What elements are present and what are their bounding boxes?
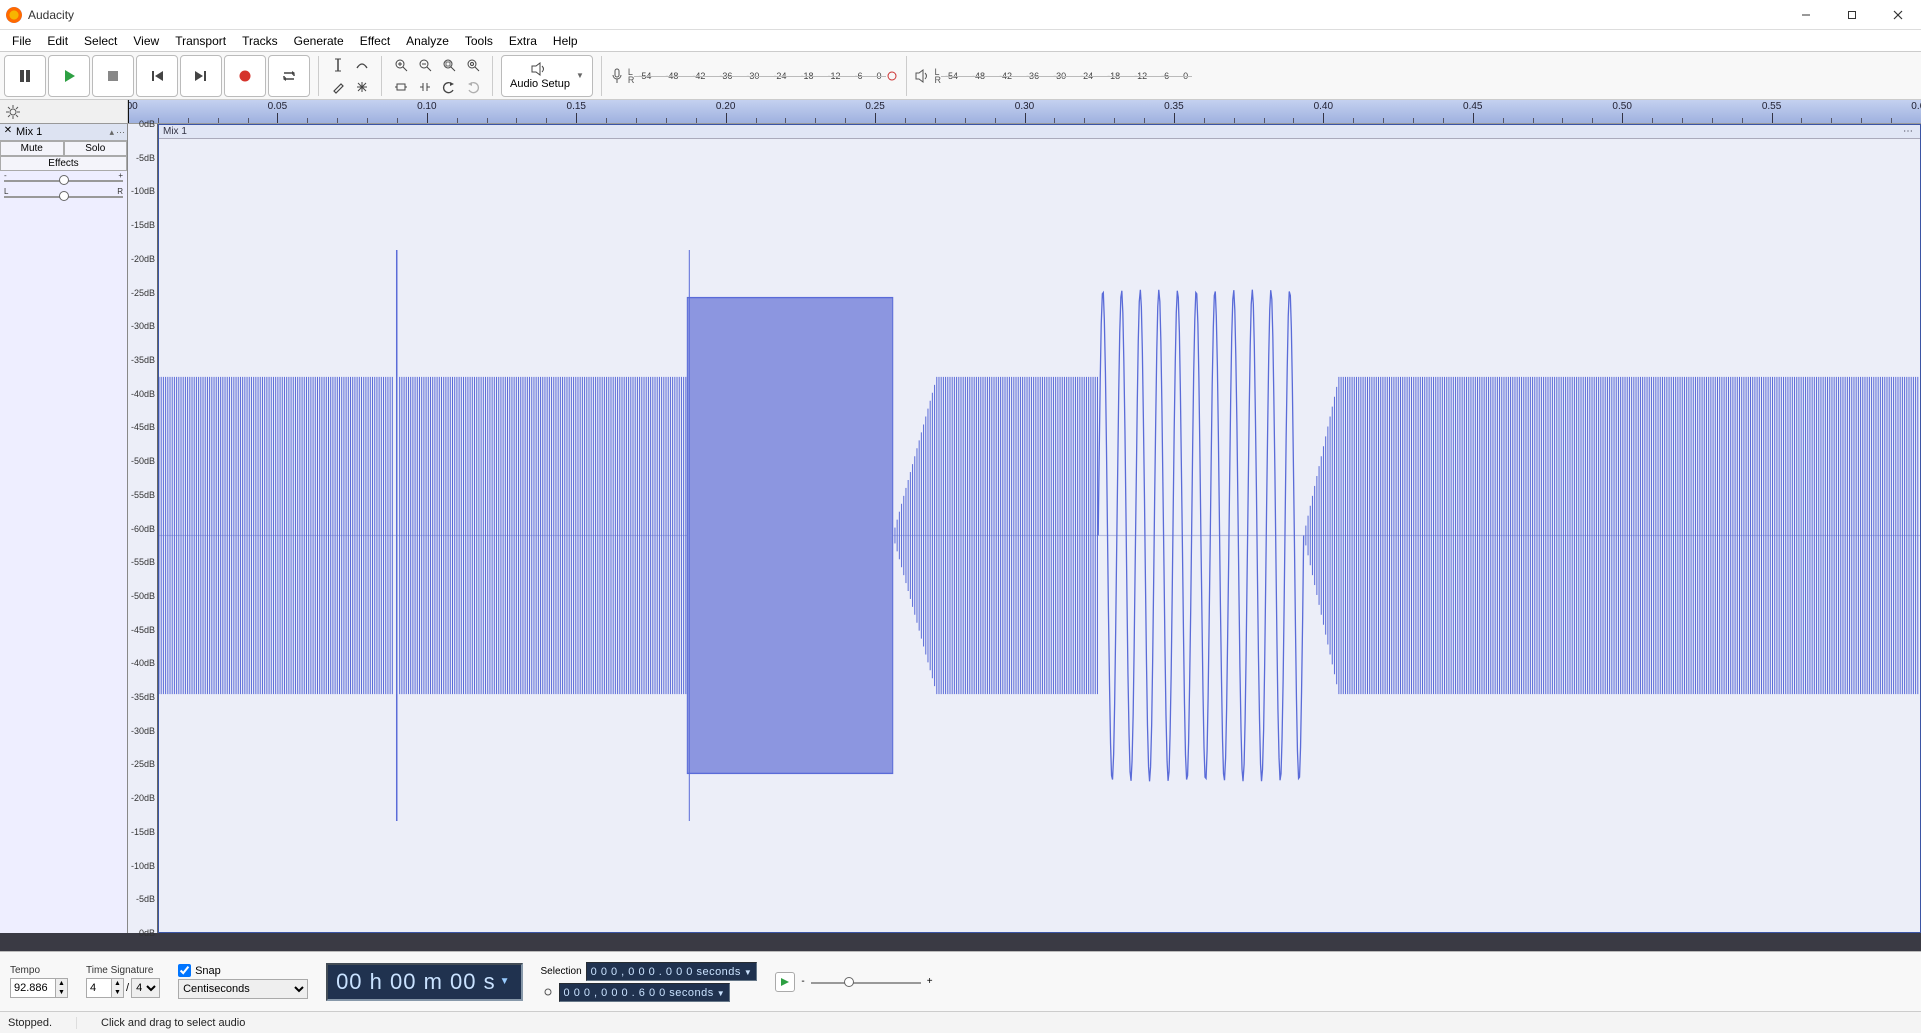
speaker-small-icon	[915, 69, 931, 83]
timesig-den[interactable]: 4	[131, 978, 160, 998]
waveform-frame: 0dB-5dB-10dB-15dB-20dB-25dB-30dB-35dB-40…	[128, 124, 1921, 933]
close-button[interactable]	[1875, 0, 1921, 30]
microphone-icon	[610, 67, 624, 85]
menu-select[interactable]: Select	[76, 32, 125, 50]
clip-menu-icon[interactable]: ⋯	[1903, 126, 1914, 137]
track-collapse-icon[interactable]: ▴	[109, 127, 114, 138]
timeline-settings[interactable]	[0, 100, 128, 123]
audio-setup-button[interactable]: Audio Setup ▼	[501, 55, 593, 97]
zoom-out-icon[interactable]	[414, 55, 436, 75]
gear-icon	[6, 105, 20, 119]
tempo-spinner[interactable]: ▲▼	[10, 978, 68, 998]
multi-tool-icon[interactable]	[351, 77, 373, 97]
menu-effect[interactable]: Effect	[352, 32, 398, 50]
menu-tools[interactable]: Tools	[457, 32, 501, 50]
record-button[interactable]	[224, 55, 266, 97]
toolbar: Audio Setup ▼ LR -54-48-42-36-30-24-18-1…	[0, 52, 1921, 100]
undo-icon[interactable]	[438, 77, 460, 97]
speaker-icon	[531, 62, 549, 76]
zoom-grid	[390, 55, 484, 97]
menu-analyze[interactable]: Analyze	[398, 32, 457, 50]
menu-extra[interactable]: Extra	[501, 32, 545, 50]
tempo-label: Tempo	[10, 965, 68, 976]
skip-start-button[interactable]	[136, 55, 178, 97]
mute-button[interactable]: Mute	[0, 141, 64, 156]
playback-speed-slider[interactable]	[811, 975, 921, 989]
track-control-panel: ✕ Mix 1 ▴ ⋯ Mute Solo Effects -+ LR	[0, 124, 128, 933]
snap-checkbox[interactable]	[178, 964, 191, 977]
timesig-num[interactable]: ▲▼	[86, 978, 124, 998]
play-button[interactable]	[48, 55, 90, 97]
redo-icon[interactable]	[462, 77, 484, 97]
fit-selection-icon[interactable]	[438, 55, 460, 75]
stop-button[interactable]	[92, 55, 134, 97]
fit-project-icon[interactable]	[462, 55, 484, 75]
tools-grid	[327, 55, 373, 97]
playback-meter[interactable]: LR -54-48-42-36-30-24-18-12-60	[915, 68, 1189, 84]
status-left: Stopped.	[8, 1017, 77, 1029]
menu-help[interactable]: Help	[545, 32, 586, 50]
skip-end-button[interactable]	[180, 55, 222, 97]
selection-label: Selection	[541, 966, 582, 977]
record-meter[interactable]: LR -54-48-42-36-30-24-18-12-60	[610, 67, 898, 85]
track-close-button[interactable]: ✕	[2, 126, 14, 138]
effects-button[interactable]: Effects	[0, 156, 127, 171]
draw-tool-icon[interactable]	[327, 77, 349, 97]
menu-transport[interactable]: Transport	[167, 32, 234, 50]
menu-file[interactable]: File	[4, 32, 39, 50]
selection-tool-icon[interactable]	[327, 55, 349, 75]
snap-label: Snap	[195, 965, 221, 977]
trim-icon[interactable]	[390, 77, 412, 97]
window-title: Audacity	[28, 8, 74, 22]
db-scale: 0dB-5dB-10dB-15dB-20dB-25dB-30dB-35dB-40…	[128, 124, 158, 933]
zoom-in-icon[interactable]	[390, 55, 412, 75]
timeline-ruler[interactable]: 0.000.050.100.150.200.250.300.350.400.45…	[128, 100, 1921, 123]
titlebar: Audacity	[0, 0, 1921, 30]
tempo-input[interactable]	[11, 982, 55, 994]
snap-unit-select[interactable]: Centiseconds	[178, 979, 308, 999]
gear-small-icon[interactable]	[541, 985, 555, 999]
transport-group	[4, 54, 310, 97]
audio-setup-label: Audio Setup	[510, 78, 570, 90]
tracks-area: ✕ Mix 1 ▴ ⋯ Mute Solo Effects -+ LR	[0, 124, 1921, 933]
selection-start[interactable]: 0 0 0 , 0 0 0 . 0 0 0 seconds▼	[586, 962, 758, 981]
selection-end[interactable]: 0 0 0 , 0 0 0 . 6 0 0 seconds▼	[559, 983, 731, 1002]
loop-button[interactable]	[268, 55, 310, 97]
status-hint: Click and drag to select audio	[101, 1017, 245, 1029]
gain-slider[interactable]: -+	[4, 173, 123, 187]
timesig-label: Time Signature	[86, 965, 160, 976]
maximize-button[interactable]	[1829, 0, 1875, 30]
status-bar: Stopped. Click and drag to select audio	[0, 1011, 1921, 1033]
solo-button[interactable]: Solo	[64, 141, 128, 156]
minimize-button[interactable]	[1783, 0, 1829, 30]
silence-icon[interactable]	[414, 77, 436, 97]
clip-label: Mix 1	[163, 126, 187, 137]
menu-edit[interactable]: Edit	[39, 32, 76, 50]
menu-tracks[interactable]: Tracks	[234, 32, 286, 50]
pan-slider[interactable]: LR	[4, 189, 123, 203]
track-menu-icon[interactable]: ⋯	[116, 127, 125, 138]
envelope-tool-icon[interactable]	[351, 55, 373, 75]
tracks-bottom-strip	[0, 933, 1921, 951]
waveform-area[interactable]: Mix 1 ⋯	[158, 124, 1921, 933]
time-counter[interactable]: 00 h 00 m 00 s▼	[326, 963, 522, 1001]
record-meter-dot-icon	[886, 70, 898, 82]
app-icon	[6, 7, 22, 23]
menu-generate[interactable]: Generate	[286, 32, 352, 50]
window-controls	[1783, 0, 1921, 30]
track-name: Mix 1	[16, 126, 107, 138]
timeline-row: 0.000.050.100.150.200.250.300.350.400.45…	[0, 100, 1921, 124]
play-at-speed-button[interactable]	[775, 972, 795, 992]
pause-button[interactable]	[4, 55, 46, 97]
menubar: FileEditSelectViewTransportTracksGenerat…	[0, 30, 1921, 52]
menu-view[interactable]: View	[125, 32, 167, 50]
bottom-toolbar: Tempo ▲▼ Time Signature ▲▼ / 4 Snap Cent…	[0, 951, 1921, 1011]
